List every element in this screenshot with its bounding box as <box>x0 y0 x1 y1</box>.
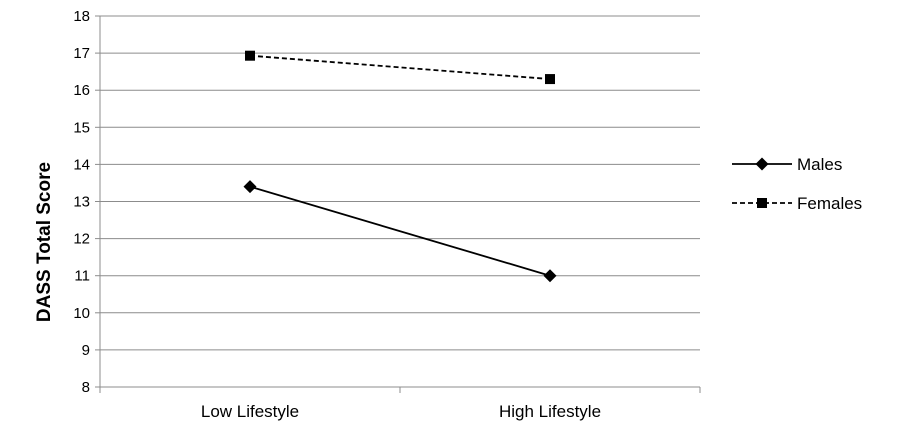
series-line-males <box>249 185 551 277</box>
data-point-females <box>245 50 255 61</box>
x-tick-label: Low Lifestyle <box>201 402 299 421</box>
x-tick-labels: Low Lifestyle High Lifestyle <box>201 402 601 421</box>
y-tick-label: 13 <box>73 194 90 211</box>
y-tick-labels: 8 9 10 11 12 13 14 15 16 17 18 <box>73 8 90 396</box>
y-tick-label: 9 <box>82 342 90 359</box>
y-tick-label: 15 <box>73 119 90 136</box>
legend-item-females: Females <box>732 194 862 213</box>
gridlines <box>100 15 700 351</box>
legend-marker <box>755 157 769 171</box>
y-tick-label: 18 <box>73 8 90 25</box>
y-tick-label: 8 <box>82 379 90 396</box>
legend-marker <box>757 198 767 208</box>
y-tick-label: 17 <box>73 45 90 62</box>
axes <box>95 15 701 393</box>
y-tick-label: 12 <box>73 231 90 248</box>
series-layer <box>243 50 557 283</box>
data-point-males <box>543 269 557 283</box>
y-tick-label: 14 <box>73 156 90 173</box>
y-tick-label: 11 <box>74 268 90 285</box>
series-males <box>243 180 557 283</box>
legend-label: Males <box>797 155 842 174</box>
data-point-females <box>545 74 555 85</box>
legend-item-males: Males <box>732 155 842 174</box>
legend: Males Females <box>732 155 862 213</box>
y-axis-label: DASS Total Score <box>34 162 55 322</box>
data-point-males <box>243 180 257 194</box>
y-tick-label: 16 <box>73 82 90 99</box>
y-tick-label: 10 <box>73 305 90 322</box>
legend-label: Females <box>797 194 862 213</box>
series-females <box>245 50 555 85</box>
series-line-females <box>249 54 551 80</box>
x-tick-label: High Lifestyle <box>499 402 601 421</box>
